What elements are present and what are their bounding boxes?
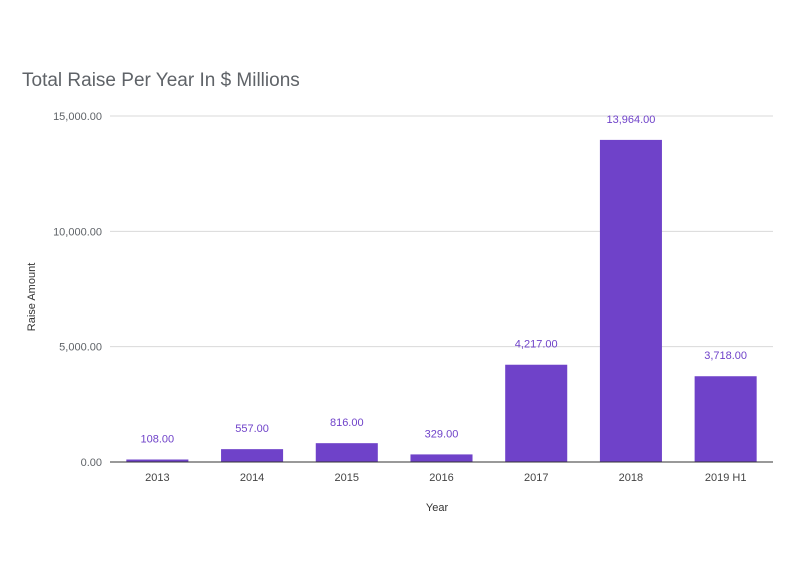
data-label: 13,964.00	[606, 114, 655, 126]
bar	[599, 139, 662, 462]
data-label: 4,217.00	[515, 339, 558, 351]
bar	[505, 364, 568, 462]
bar	[221, 449, 284, 462]
bars	[126, 139, 757, 462]
x-tick-label: 2016	[429, 472, 453, 484]
y-tick-label: 10,000.00	[53, 226, 102, 238]
gridlines	[110, 115, 773, 348]
bar	[694, 376, 757, 462]
data-label: 816.00	[330, 417, 364, 429]
x-axis-ticks: 2013 2014 2015 2016 2017 2018 2019 H1	[145, 472, 746, 484]
data-label: 329.00	[425, 428, 459, 440]
bar	[315, 443, 378, 462]
data-labels: 108.00 557.00 816.00 329.00 4,217.00 13,964.0…	[141, 114, 748, 446]
data-label: 557.00	[235, 423, 269, 435]
data-label: 3,718.00	[704, 350, 747, 362]
data-label: 108.00	[141, 434, 175, 446]
x-tick-label: 2014	[240, 472, 264, 484]
chart-title: Total Raise Per Year In $ Millions	[22, 70, 300, 91]
y-tick-label: 5,000.00	[59, 342, 102, 354]
y-axis-label: Raise Amount	[26, 263, 38, 331]
y-tick-label: 15,000.00	[53, 111, 102, 123]
y-axis-ticks: 0.00 5,000.00 10,000.00 15,000.00	[53, 111, 102, 469]
x-tick-label: 2018	[619, 472, 643, 484]
x-tick-label: 2017	[524, 472, 548, 484]
bar	[126, 459, 189, 462]
x-tick-label: 2015	[335, 472, 359, 484]
x-axis-label: Year	[426, 502, 449, 514]
bar	[410, 454, 473, 462]
y-tick-label: 0.00	[81, 457, 102, 469]
x-tick-label: 2013	[145, 472, 169, 484]
x-tick-label: 2019 H1	[705, 472, 747, 484]
